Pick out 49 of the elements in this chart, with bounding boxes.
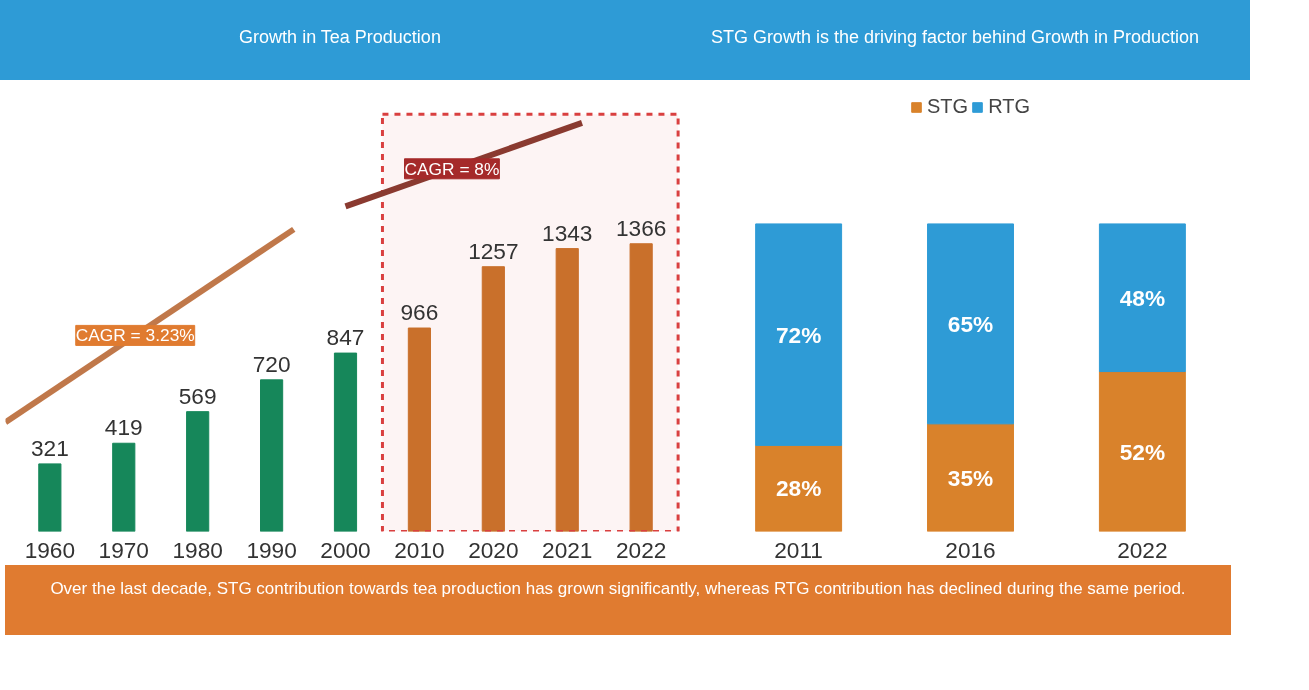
- bar: [260, 379, 284, 532]
- x-tick-label: 2016: [945, 536, 996, 563]
- bar: [927, 223, 1014, 425]
- bar: [629, 243, 653, 532]
- x-tick-label: 1960: [24, 536, 76, 563]
- x-tick-label: 2010: [394, 536, 445, 563]
- chart-title: STG Growth is the driving factor behind Growth in Production: [710, 26, 1200, 49]
- data-label: 28%: [775, 475, 822, 502]
- text: Over the last decade, STG contribution towards tea production has grown significantly, whereas RTG contribution has declined during the same period.: [50, 578, 1186, 600]
- data-label: 847: [326, 324, 365, 351]
- bar: [481, 266, 505, 532]
- bar: [755, 444, 843, 532]
- x-tick-label: 1990: [246, 536, 297, 563]
- bar: [407, 327, 431, 532]
- text: CAGR = 8%: [404, 158, 500, 179]
- bar: [38, 463, 62, 532]
- data-label: 48%: [1119, 284, 1166, 311]
- legend-label: STG: [927, 95, 969, 118]
- x-tick-label: 2022: [1117, 536, 1168, 563]
- x-tick-label: 2021: [542, 536, 593, 563]
- x-tick-label: 2022: [615, 536, 667, 563]
- data-label: 569: [178, 382, 217, 409]
- bar: [186, 411, 210, 532]
- data-label: 1366: [615, 214, 667, 241]
- data-label: 35%: [947, 464, 994, 491]
- chart-title: Growth in Tea Production: [239, 26, 441, 49]
- data-label: 72%: [775, 321, 822, 348]
- legend-label: RTG: [988, 95, 1030, 118]
- x-tick-label: 2011: [774, 536, 823, 563]
- data-label: 65%: [947, 310, 994, 337]
- bar: [333, 352, 358, 532]
- x-tick-label: 2000: [320, 536, 371, 563]
- bar: [1098, 371, 1186, 532]
- data-label: 1343: [542, 219, 593, 246]
- data-label: 1257: [468, 237, 519, 264]
- data-label: 419: [104, 414, 143, 441]
- annotation: CAGR = 3.23%: [75, 325, 195, 346]
- bar: [927, 423, 1014, 532]
- data-label: 52%: [1119, 438, 1166, 465]
- bar: [755, 223, 843, 446]
- data-label: 321: [30, 434, 69, 461]
- data-label: 720: [252, 350, 291, 377]
- x-tick-label: 1980: [172, 536, 223, 563]
- x-tick-label: 2020: [468, 536, 519, 563]
- bar: [112, 442, 136, 532]
- x-tick-label: 1970: [98, 536, 149, 563]
- bar: [555, 248, 579, 532]
- bar: [1098, 223, 1186, 373]
- data-label: 966: [400, 299, 439, 326]
